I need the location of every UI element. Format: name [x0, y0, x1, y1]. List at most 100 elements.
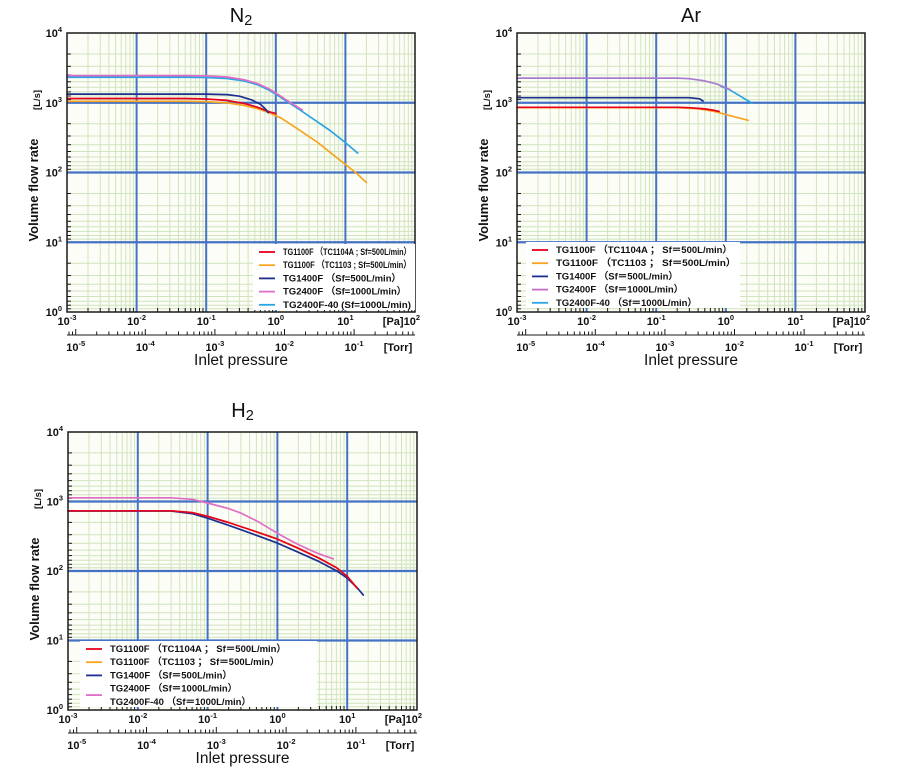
x-tick-label-torr: 10-2: [277, 737, 296, 752]
base: 10: [66, 342, 78, 354]
exponent: 4: [59, 424, 64, 433]
chart-title-sub: 2: [246, 408, 254, 424]
series-tg2400f-line: [66, 74, 304, 111]
base: 10: [647, 316, 659, 328]
exponent: 1: [58, 234, 62, 243]
series-tg2400f-40-line: [66, 76, 359, 154]
exponent: 0: [58, 304, 62, 313]
chart-title-sub: 2: [244, 13, 252, 29]
chart-title-main: Ar: [681, 5, 701, 27]
exponent: -4: [598, 339, 605, 348]
x-tick-label-torr: 10-2: [275, 339, 294, 354]
base: 10: [205, 342, 217, 354]
exponent: 4: [508, 25, 513, 34]
chart-title: N2: [230, 5, 253, 29]
exponent: -2: [289, 737, 296, 746]
base: 10: [586, 342, 598, 354]
y-tick-label: 103: [46, 95, 62, 110]
plot-border: [67, 431, 418, 711]
exponent: -1: [359, 737, 366, 746]
base: 10: [795, 342, 807, 354]
base: 10: [718, 316, 730, 328]
exponent: 3: [58, 95, 62, 104]
unit-prefix: [Pa]: [385, 714, 406, 726]
y-tick-label: 100: [496, 304, 512, 319]
exponent: 1: [349, 313, 353, 322]
y-tick-label: 100: [46, 304, 62, 319]
y-tick-label: 101: [47, 633, 63, 648]
plot-border: [66, 32, 416, 313]
series-tg1400f-line: [66, 93, 270, 114]
chart-n2: TG1100F （TC1104A ; Sf=500L/min）TG1100F （…: [26, 5, 420, 369]
exponent: -2: [737, 339, 744, 348]
x-tick-label-torr: 10-5: [516, 339, 535, 354]
base: 10: [577, 316, 589, 328]
exponent: -2: [141, 711, 148, 720]
x-tick-label-torr: 10-1: [345, 339, 364, 354]
exponent: 2: [59, 563, 63, 572]
legend-label: TG2400F-40 （Sf＝1000L/min）: [556, 297, 697, 309]
y-tick-label: 101: [496, 234, 512, 249]
exponent: -4: [148, 339, 155, 348]
exponent: 3: [59, 494, 63, 503]
legend-label: TG2400F （Sf＝1000L/min）: [556, 284, 683, 296]
y-tick-label: 104: [46, 25, 63, 40]
exponent: -3: [520, 313, 527, 322]
x-tick-label-pa: 10-3: [59, 711, 78, 726]
base: 10: [516, 342, 528, 354]
exponent: -3: [219, 737, 226, 746]
base: 10: [58, 316, 70, 328]
base: 10: [198, 714, 210, 726]
plot-border: [516, 32, 866, 313]
legend-label: TG2400F-40 （Sf＝1000L/min）: [110, 696, 251, 708]
series-tg2400f-line: [516, 77, 731, 91]
torr-unit-label: [Torr]: [386, 740, 415, 752]
x-tick-label-pa: 100: [718, 313, 734, 328]
exponent: -2: [139, 313, 146, 322]
legend-label: TG1100F （TC1104A ; Sf=500L/min）: [283, 246, 411, 258]
exponent: 2: [58, 165, 62, 174]
base: 10: [339, 714, 351, 726]
unit-prefix: [Pa]: [833, 316, 854, 328]
y-axis-title: Volume flow rate: [476, 138, 491, 241]
x-tick-label-torr: 10-4: [586, 339, 606, 354]
legend-label: TG1100F （TC1103 ; Sf=500L/min）: [283, 259, 411, 271]
base: 10: [127, 316, 139, 328]
base: 10: [197, 316, 209, 328]
base: 10: [275, 342, 287, 354]
base: 10: [496, 98, 508, 110]
x-tick-label-pa: 100: [268, 313, 284, 328]
base: 10: [207, 740, 219, 752]
x-tick-label-pa: 10-3: [58, 313, 77, 328]
base: 10: [496, 237, 508, 249]
chart-title: Ar: [681, 5, 701, 27]
legend-label: TG2400F （Sf＝1000L/min）: [110, 683, 237, 695]
legend-box: [253, 244, 415, 310]
base: 10: [725, 342, 737, 354]
x-tick-label-pa: 10-2: [577, 313, 596, 328]
x-tick-label-torr: 10-4: [136, 339, 156, 354]
legend-label: TG1100F （TC1103 ； Sf＝500L/min）: [556, 257, 736, 269]
x-tick-label-torr: 10-5: [67, 737, 86, 752]
series-tg1400f-line: [516, 96, 704, 102]
exponent: 2: [866, 313, 870, 322]
exponent: 2: [416, 313, 420, 322]
exponent: 2: [508, 165, 512, 174]
chart-title: H2: [231, 400, 254, 424]
exponent: -1: [807, 339, 814, 348]
chart-title-main: H: [231, 400, 245, 422]
exponent: 0: [508, 304, 512, 313]
base: 10: [269, 714, 281, 726]
series-tg1100f-tc1104a-line: [67, 509, 359, 590]
legend-label: TG1100F （TC1104A ； Sf＝500L/min）: [556, 244, 732, 256]
exponent: -2: [287, 339, 294, 348]
base: 10: [128, 714, 140, 726]
y-axis-unit: [L/s]: [32, 90, 43, 110]
base: 10: [67, 740, 79, 752]
x-tick-label-pa: 10-2: [128, 711, 147, 726]
base: 10: [59, 714, 71, 726]
exponent: -3: [218, 339, 225, 348]
exponent: -2: [589, 313, 596, 322]
exponent: -5: [78, 339, 85, 348]
